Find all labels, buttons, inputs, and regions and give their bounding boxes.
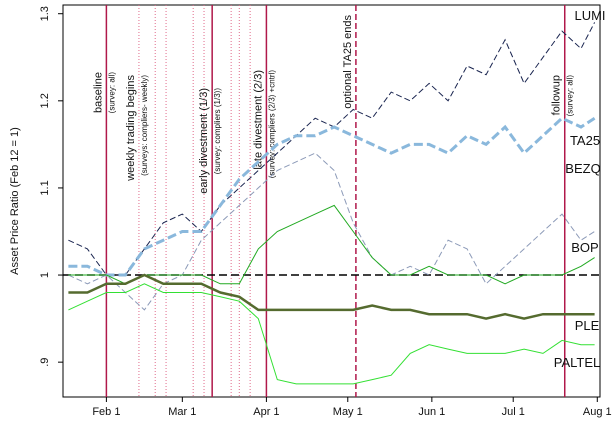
- series-label: PLE: [575, 318, 600, 333]
- y-tick-label: 1.2: [39, 93, 51, 108]
- x-tick-label: Jun 1: [418, 406, 445, 418]
- series-line: [68, 273, 595, 320]
- y-tick-label: 1.1: [39, 180, 51, 195]
- plot-frame: [62, 4, 601, 398]
- event-sublabel: (survey: all): [566, 75, 575, 117]
- series-label: LUMI: [574, 8, 605, 23]
- series-line: [68, 116, 596, 277]
- series-label: TA25: [570, 133, 600, 148]
- y-axis-label: Asset Price Ratio (Feb 12 = 1): [9, 127, 21, 275]
- series-line: [68, 152, 595, 311]
- x-tick-label: Feb 1: [92, 406, 120, 418]
- event-label: weekly trading begins: [125, 75, 137, 182]
- x-tick-label: Apr 1: [253, 406, 279, 418]
- series-label: PALTEL: [554, 355, 600, 370]
- x-tick-label: May 1: [333, 406, 363, 418]
- series-line: [68, 283, 595, 385]
- x-tick-label: Mar 1: [168, 406, 196, 418]
- y-tick-label: 1: [39, 272, 51, 278]
- event-label: baseline: [92, 72, 104, 113]
- event-label: followup: [551, 75, 563, 115]
- event-sublabel: (survey: compliers (2/3) +cntrl): [267, 70, 276, 179]
- y-tick-label: 1.3: [39, 6, 51, 21]
- event-label: early divestment (1/3): [198, 88, 210, 194]
- event-sublabel: (survey: all): [107, 72, 116, 114]
- event-sublabel: (surveys: compliers- weekly): [140, 75, 149, 176]
- series-label: BEZQ: [565, 161, 600, 176]
- x-tick-label: Aug 1: [583, 406, 612, 418]
- event-sublabel: (survey: compliers (1/3)): [213, 88, 222, 175]
- series-line: [68, 204, 595, 285]
- event-label: optional TA25 ends: [342, 15, 354, 109]
- x-tick-label: Jul 1: [502, 406, 525, 418]
- series-label: BOP: [571, 240, 598, 255]
- y-tick-label: .9: [39, 358, 51, 367]
- event-label: late divestment (2/3): [252, 70, 264, 170]
